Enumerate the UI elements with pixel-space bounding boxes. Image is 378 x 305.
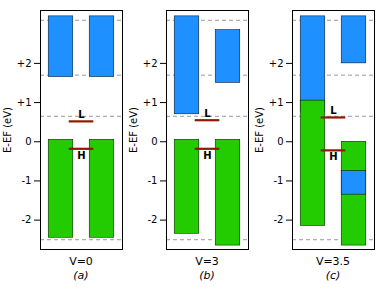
svg-text:-1: -1 <box>148 175 158 186</box>
svg-text:H: H <box>203 150 211 161</box>
svg-text:-2: -2 <box>274 214 284 225</box>
html-text:V=3: V=3 <box>195 255 219 268</box>
svg-text:-1: -1 <box>22 175 32 186</box>
svg-text:E-EF (eV): E-EF (eV) <box>254 107 265 153</box>
svg-text:+2: +2 <box>269 58 284 69</box>
svg-text:-2: -2 <box>22 214 32 225</box>
html-text:(b): (b) <box>199 269 215 282</box>
svg-text:H: H <box>77 150 85 161</box>
html-text:V=3.5: V=3.5 <box>315 255 351 268</box>
svg-text:L: L <box>204 108 211 119</box>
svg-text:L: L <box>78 109 85 120</box>
svg-text:0: 0 <box>277 136 283 147</box>
svg-text:+2: +2 <box>143 58 158 69</box>
svg-text:E-EF (eV): E-EF (eV) <box>2 107 13 153</box>
svg-text:+1: +1 <box>269 97 284 108</box>
svg-text:+2: +2 <box>17 58 32 69</box>
svg-text:L: L <box>330 105 337 116</box>
svg-text:+1: +1 <box>143 97 158 108</box>
html-text:(a): (a) <box>73 269 89 282</box>
svg-text:-1: -1 <box>274 175 284 186</box>
svg-text:E-EF (eV): E-EF (eV) <box>128 107 139 153</box>
html-text:V=0: V=0 <box>69 255 93 268</box>
svg-text:-2: -2 <box>148 214 158 225</box>
svg-text:+1: +1 <box>17 97 32 108</box>
svg-text:0: 0 <box>25 136 31 147</box>
html-text:(c): (c) <box>325 269 341 282</box>
svg-text:0: 0 <box>151 136 157 147</box>
svg-text:H: H <box>329 151 337 162</box>
